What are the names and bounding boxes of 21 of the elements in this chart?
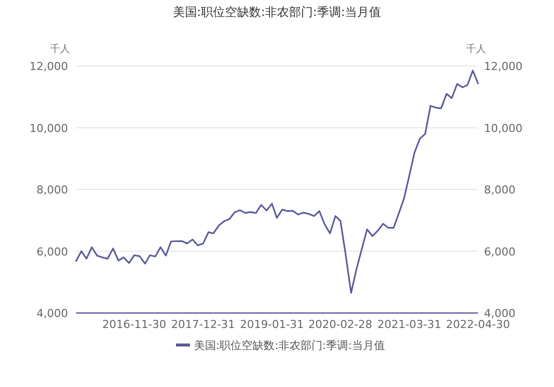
x-tick-label: 2022-04-30 bbox=[446, 318, 510, 331]
y-axis-title: 千人 bbox=[50, 43, 70, 55]
y2-tick-label: 6,000 bbox=[484, 245, 516, 258]
legend-label: 美国:职位空缺数:非农部门:季调:当月值 bbox=[194, 339, 385, 352]
y-tick-label: 4,000 bbox=[36, 307, 68, 320]
x-tick-label: 2017-12-31 bbox=[171, 318, 236, 331]
y2-tick-label: 4,000 bbox=[484, 307, 516, 320]
y-tick-label: 6,000 bbox=[36, 245, 68, 258]
y-tick-label: 10,000 bbox=[30, 122, 68, 135]
y2-tick-label: 10,000 bbox=[484, 122, 522, 135]
y2-tick-label: 12,000 bbox=[484, 60, 522, 73]
x-tick-label: 2020-02-28 bbox=[308, 318, 372, 331]
y2-axis-title: 千人 bbox=[466, 43, 486, 55]
x-tick-label: 2021-03-31 bbox=[377, 318, 442, 331]
y2-tick-label: 8,000 bbox=[484, 184, 516, 196]
x-tick-label: 2016-11-30 bbox=[102, 318, 166, 331]
x-tick-label: 2019-01-31 bbox=[240, 318, 304, 331]
line-series bbox=[75, 70, 479, 294]
y-tick-label: 8,000 bbox=[36, 184, 68, 196]
y-tick-label: 12,000 bbox=[30, 60, 68, 73]
chart-title: 美国:职位空缺数:非农部门:季调:当月值 bbox=[172, 5, 382, 19]
